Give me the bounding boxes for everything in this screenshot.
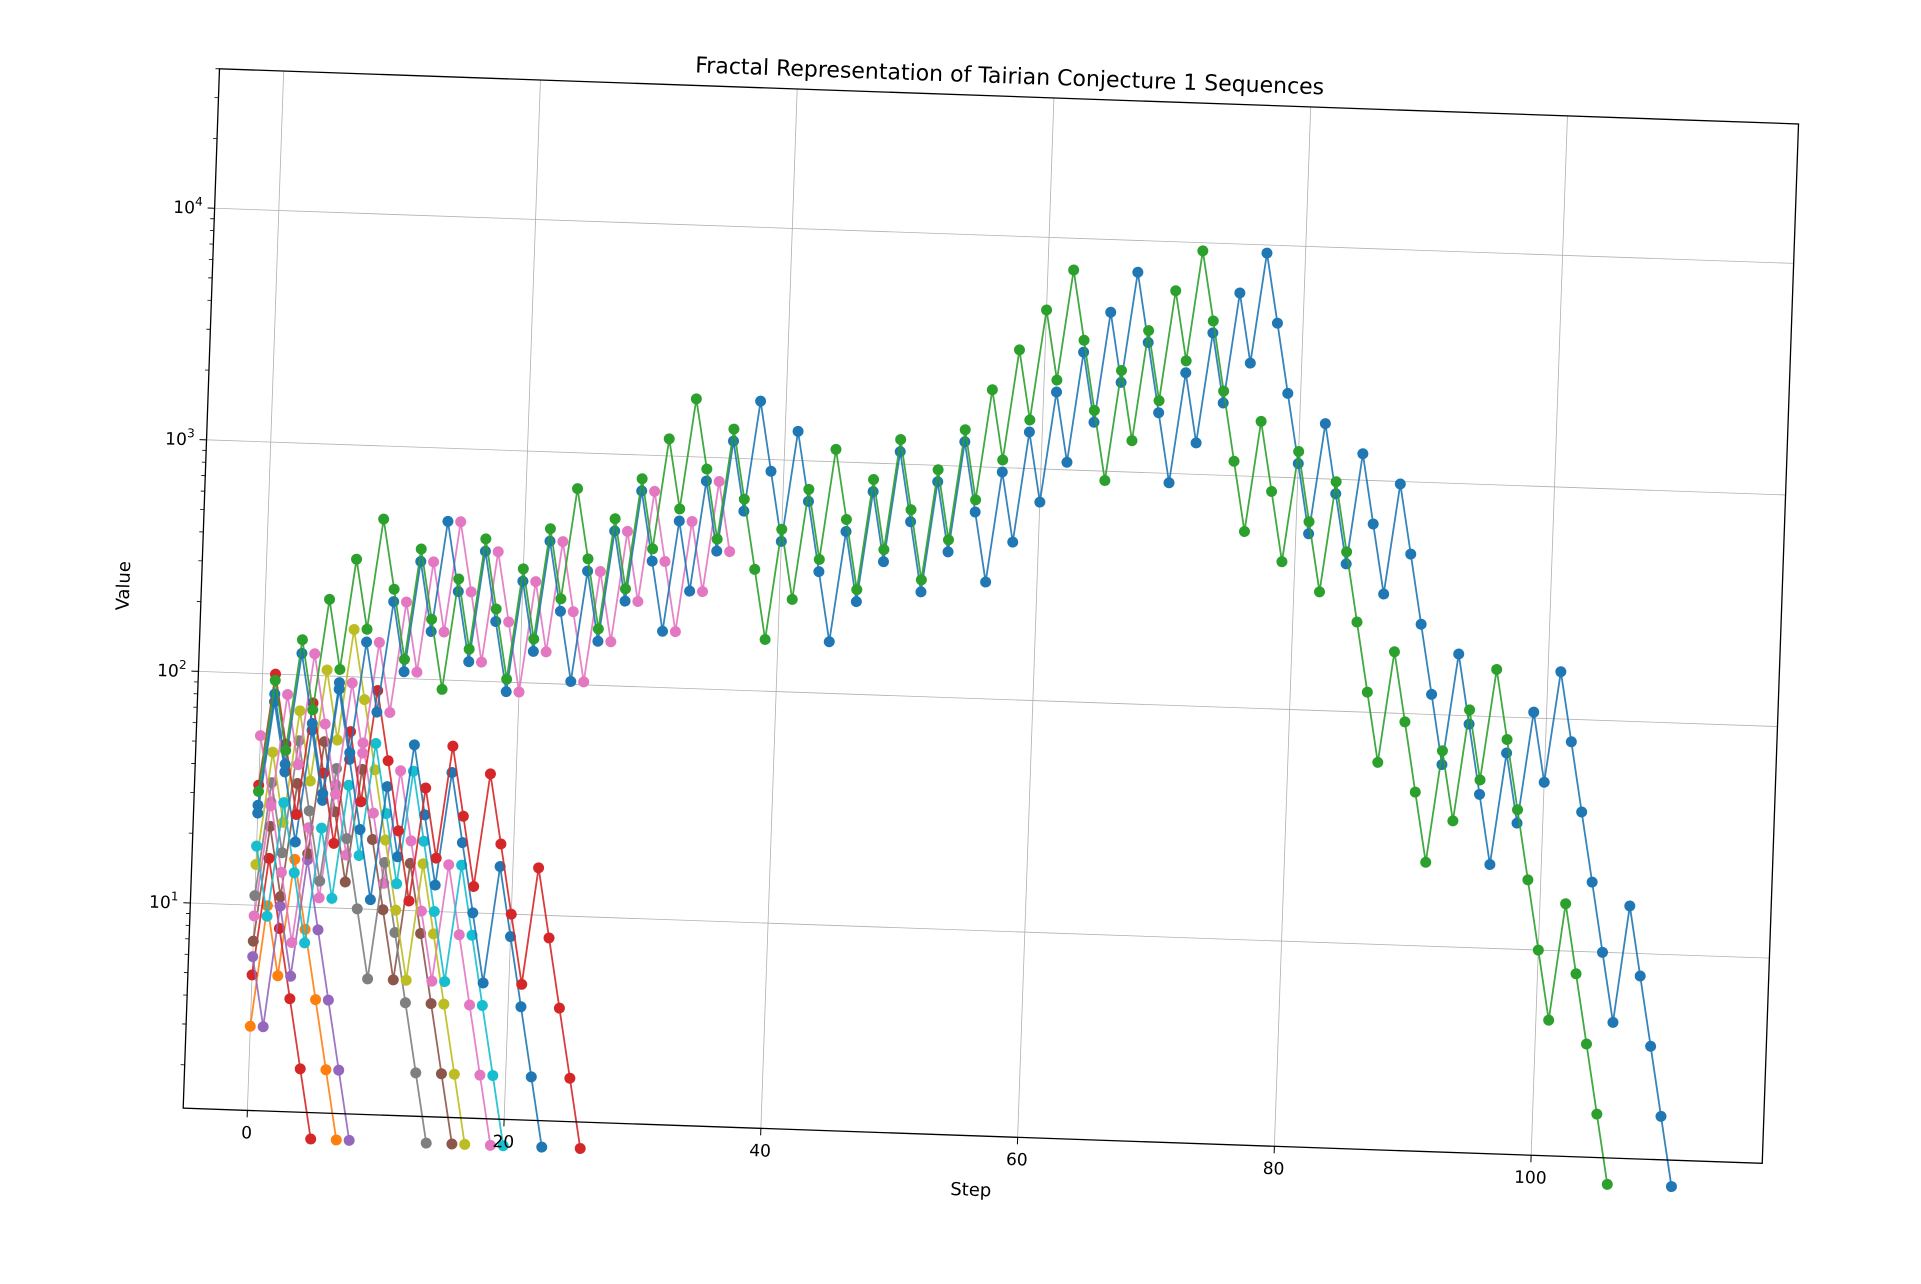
y-axis-label: Value [113,561,136,611]
x-tick-label: 80 [1262,1159,1284,1180]
x-axis-label: Step [950,1179,992,1201]
x-tick-label: 0 [241,1123,253,1143]
x-tick-label: 20 [492,1132,514,1153]
x-tick-label: 60 [1006,1150,1028,1171]
x-tick-label: 100 [1514,1168,1547,1189]
x-tick-label: 40 [749,1141,771,1162]
